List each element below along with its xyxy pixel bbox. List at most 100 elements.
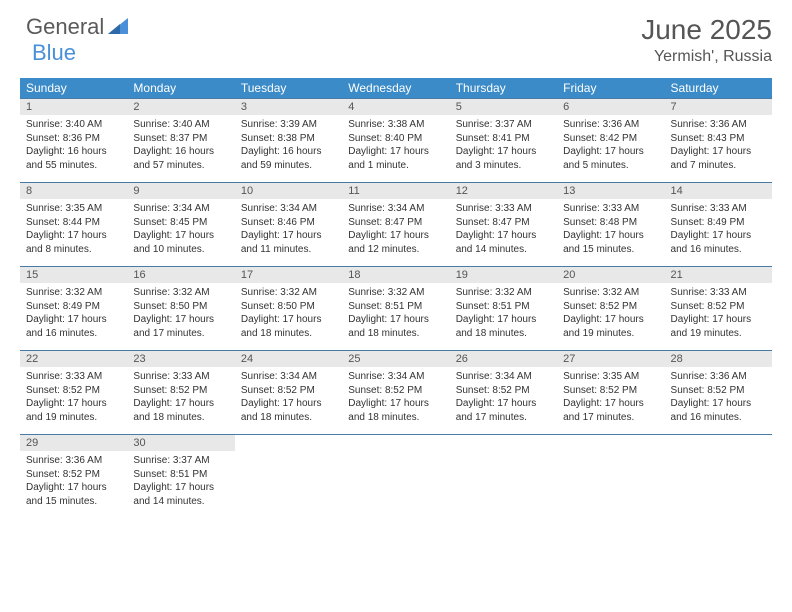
sunrise-text: Sunrise: 3:33 AM <box>671 202 766 216</box>
daylight-line1: Daylight: 17 hours <box>348 229 443 243</box>
day-header-wednesday: Wednesday <box>342 78 449 99</box>
daylight-line2: and 3 minutes. <box>456 159 551 173</box>
daylight-line2: and 15 minutes. <box>26 495 121 509</box>
calendar-table: Sunday Monday Tuesday Wednesday Thursday… <box>20 78 772 518</box>
sunrise-text: Sunrise: 3:33 AM <box>563 202 658 216</box>
sunrise-text: Sunrise: 3:39 AM <box>241 118 336 132</box>
daylight-line1: Daylight: 17 hours <box>456 145 551 159</box>
sunset-text: Sunset: 8:51 PM <box>456 300 551 314</box>
logo-text-blue: Blue <box>32 40 76 66</box>
daylight-line1: Daylight: 17 hours <box>563 397 658 411</box>
daylight-line1: Daylight: 17 hours <box>26 397 121 411</box>
daylight-line2: and 1 minute. <box>348 159 443 173</box>
daynum-row: 2930 <box>20 435 772 452</box>
daylight-line2: and 59 minutes. <box>241 159 336 173</box>
sunrise-text: Sunrise: 3:33 AM <box>671 286 766 300</box>
day-header-thursday: Thursday <box>450 78 557 99</box>
sunrise-text: Sunrise: 3:32 AM <box>241 286 336 300</box>
daylight-line2: and 18 minutes. <box>456 327 551 341</box>
sunrise-text: Sunrise: 3:34 AM <box>241 202 336 216</box>
daylight-line2: and 12 minutes. <box>348 243 443 257</box>
sunset-text: Sunset: 8:47 PM <box>456 216 551 230</box>
day-cell: Sunrise: 3:32 AMSunset: 8:50 PMDaylight:… <box>235 283 342 351</box>
day-number <box>557 435 664 452</box>
sunrise-text: Sunrise: 3:38 AM <box>348 118 443 132</box>
day-cell: Sunrise: 3:32 AMSunset: 8:50 PMDaylight:… <box>127 283 234 351</box>
day-number: 2 <box>127 99 234 116</box>
day-number: 28 <box>665 351 772 368</box>
day-number: 20 <box>557 267 664 284</box>
day-cell: Sunrise: 3:33 AMSunset: 8:52 PMDaylight:… <box>127 367 234 435</box>
day-cell: Sunrise: 3:40 AMSunset: 8:36 PMDaylight:… <box>20 115 127 183</box>
daylight-line1: Daylight: 17 hours <box>133 397 228 411</box>
daylight-line2: and 17 minutes. <box>456 411 551 425</box>
day-cell: Sunrise: 3:35 AMSunset: 8:52 PMDaylight:… <box>557 367 664 435</box>
daylight-line2: and 10 minutes. <box>133 243 228 257</box>
daylight-line1: Daylight: 16 hours <box>26 145 121 159</box>
sunset-text: Sunset: 8:45 PM <box>133 216 228 230</box>
day-number: 1 <box>20 99 127 116</box>
sunset-text: Sunset: 8:49 PM <box>26 300 121 314</box>
day-number: 26 <box>450 351 557 368</box>
daylight-line2: and 15 minutes. <box>563 243 658 257</box>
sunset-text: Sunset: 8:40 PM <box>348 132 443 146</box>
day-cell: Sunrise: 3:34 AMSunset: 8:52 PMDaylight:… <box>342 367 449 435</box>
day-cell: Sunrise: 3:38 AMSunset: 8:40 PMDaylight:… <box>342 115 449 183</box>
daylight-line1: Daylight: 17 hours <box>133 313 228 327</box>
sunset-text: Sunset: 8:47 PM <box>348 216 443 230</box>
daylight-line1: Daylight: 17 hours <box>26 229 121 243</box>
day-cell: Sunrise: 3:37 AMSunset: 8:41 PMDaylight:… <box>450 115 557 183</box>
day-header-row: Sunday Monday Tuesday Wednesday Thursday… <box>20 78 772 99</box>
day-cell: Sunrise: 3:36 AMSunset: 8:52 PMDaylight:… <box>20 451 127 518</box>
sunrise-text: Sunrise: 3:34 AM <box>348 370 443 384</box>
day-number: 16 <box>127 267 234 284</box>
sunrise-text: Sunrise: 3:32 AM <box>456 286 551 300</box>
daylight-line1: Daylight: 17 hours <box>456 229 551 243</box>
day-cell: Sunrise: 3:39 AMSunset: 8:38 PMDaylight:… <box>235 115 342 183</box>
sunset-text: Sunset: 8:50 PM <box>133 300 228 314</box>
daylight-line2: and 19 minutes. <box>563 327 658 341</box>
sunrise-text: Sunrise: 3:37 AM <box>456 118 551 132</box>
sunrise-text: Sunrise: 3:33 AM <box>26 370 121 384</box>
content-row: Sunrise: 3:40 AMSunset: 8:36 PMDaylight:… <box>20 115 772 183</box>
day-number <box>665 435 772 452</box>
day-number: 22 <box>20 351 127 368</box>
daylight-line2: and 16 minutes. <box>26 327 121 341</box>
day-number: 10 <box>235 183 342 200</box>
daylight-line1: Daylight: 17 hours <box>563 229 658 243</box>
daylight-line2: and 18 minutes. <box>241 411 336 425</box>
daylight-line1: Daylight: 17 hours <box>241 313 336 327</box>
daylight-line2: and 16 minutes. <box>671 243 766 257</box>
sunset-text: Sunset: 8:46 PM <box>241 216 336 230</box>
sunset-text: Sunset: 8:52 PM <box>26 384 121 398</box>
daylight-line1: Daylight: 17 hours <box>133 229 228 243</box>
day-header-tuesday: Tuesday <box>235 78 342 99</box>
day-number: 30 <box>127 435 234 452</box>
sunset-text: Sunset: 8:41 PM <box>456 132 551 146</box>
day-cell: Sunrise: 3:34 AMSunset: 8:52 PMDaylight:… <box>235 367 342 435</box>
daylight-line1: Daylight: 17 hours <box>348 145 443 159</box>
logo-triangle-icon <box>108 14 128 40</box>
daylight-line1: Daylight: 17 hours <box>563 313 658 327</box>
daylight-line2: and 14 minutes. <box>456 243 551 257</box>
daylight-line1: Daylight: 16 hours <box>133 145 228 159</box>
daynum-row: 15161718192021 <box>20 267 772 284</box>
daylight-line2: and 18 minutes. <box>348 411 443 425</box>
daylight-line1: Daylight: 17 hours <box>348 313 443 327</box>
day-header-friday: Friday <box>557 78 664 99</box>
sunrise-text: Sunrise: 3:32 AM <box>133 286 228 300</box>
sunset-text: Sunset: 8:52 PM <box>133 384 228 398</box>
daynum-row: 1234567 <box>20 99 772 116</box>
day-number <box>450 435 557 452</box>
day-cell <box>557 451 664 518</box>
day-number: 18 <box>342 267 449 284</box>
daylight-line2: and 18 minutes. <box>133 411 228 425</box>
day-cell: Sunrise: 3:34 AMSunset: 8:47 PMDaylight:… <box>342 199 449 267</box>
sunrise-text: Sunrise: 3:34 AM <box>456 370 551 384</box>
day-cell: Sunrise: 3:36 AMSunset: 8:52 PMDaylight:… <box>665 367 772 435</box>
day-number: 8 <box>20 183 127 200</box>
day-number: 25 <box>342 351 449 368</box>
daylight-line1: Daylight: 17 hours <box>671 145 766 159</box>
daylight-line1: Daylight: 16 hours <box>241 145 336 159</box>
sunset-text: Sunset: 8:52 PM <box>563 300 658 314</box>
